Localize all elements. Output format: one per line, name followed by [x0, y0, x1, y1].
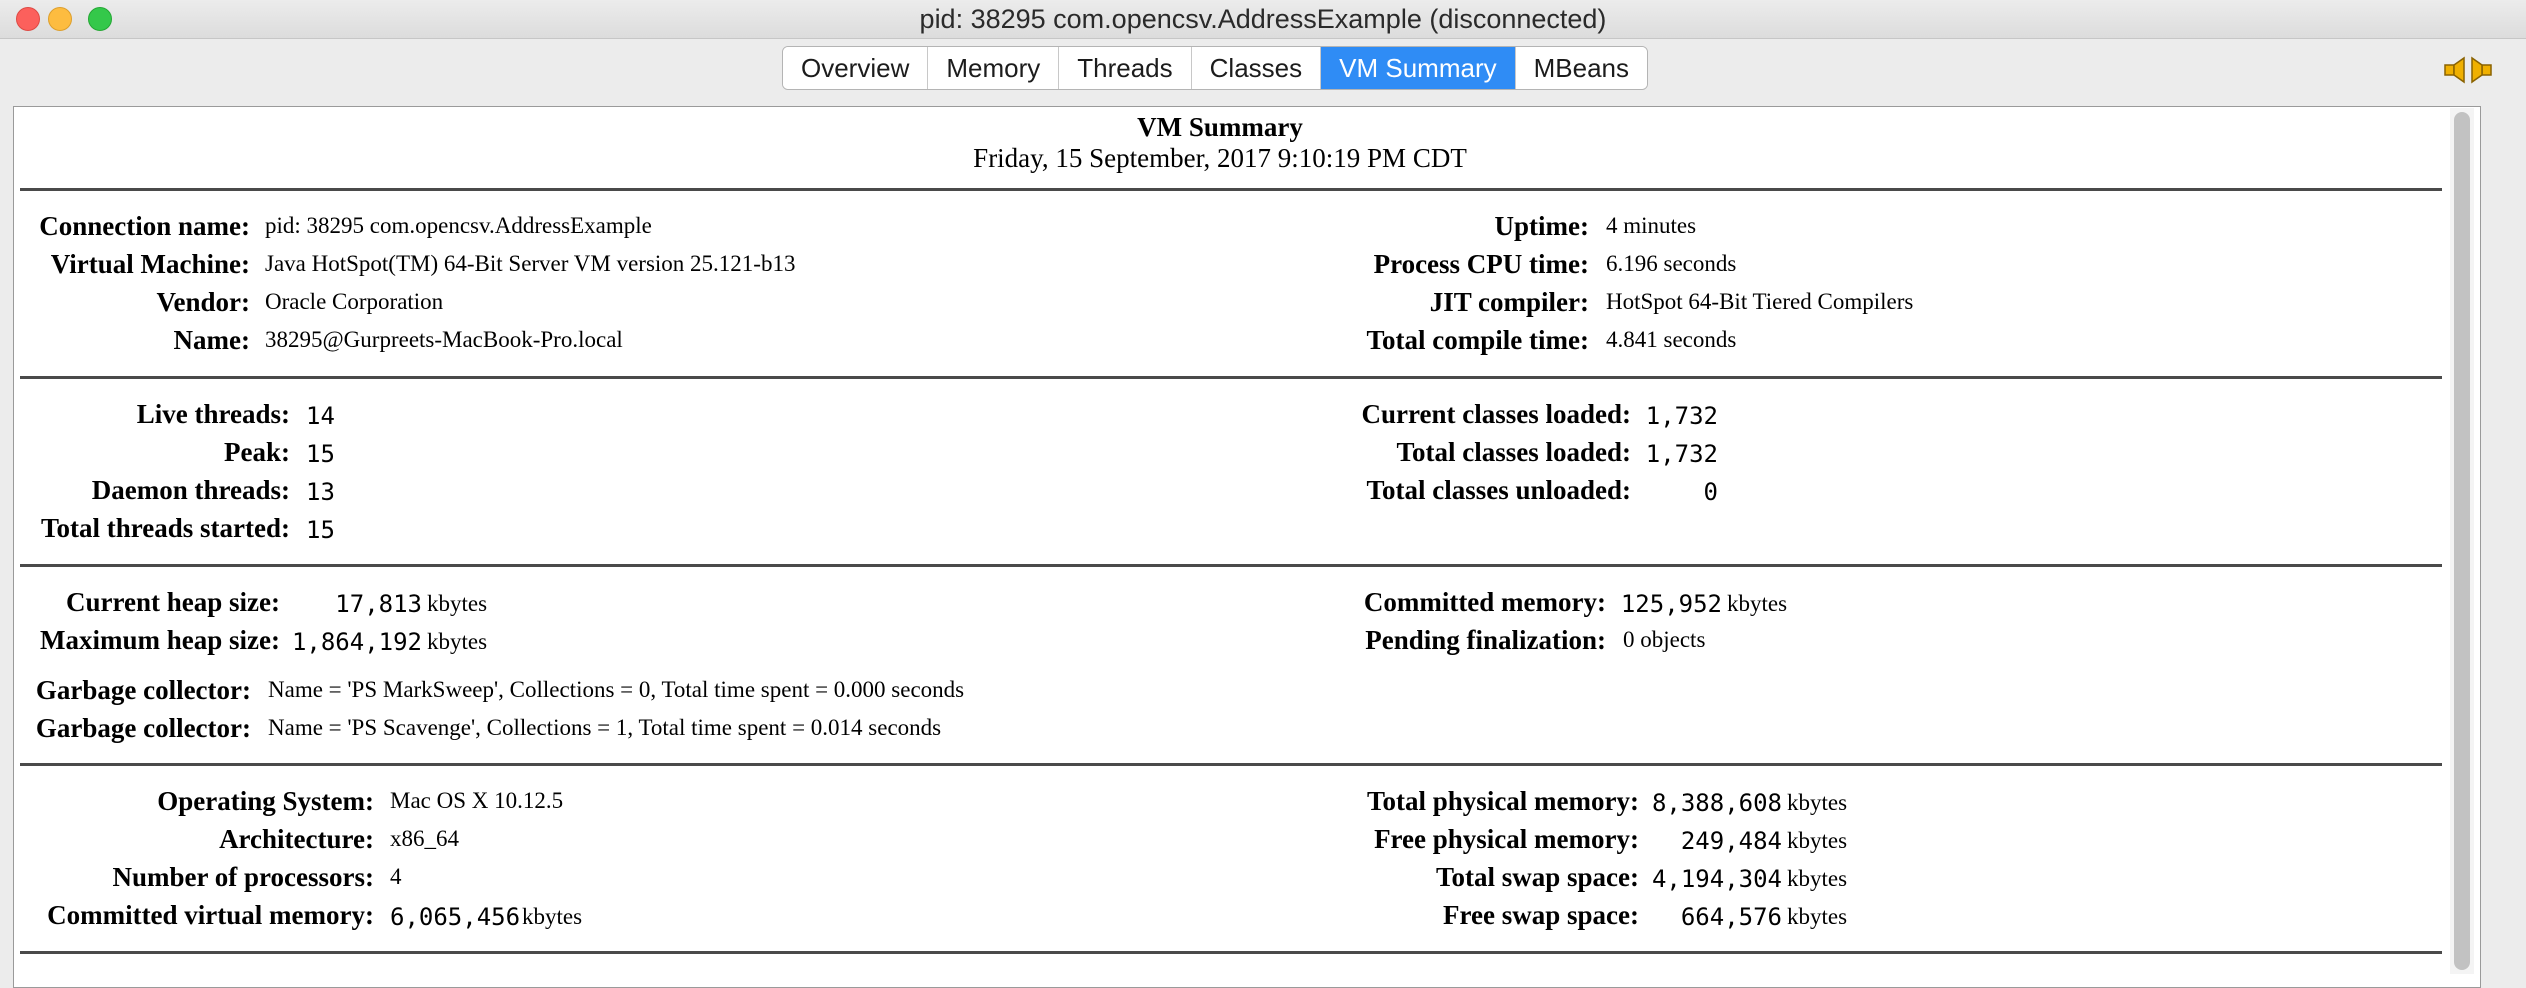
committed-memory-value: 125,952: [1620, 590, 1722, 618]
garbage-collector-label: Garbage collector:: [35, 675, 251, 705]
section-divider: [20, 376, 2442, 379]
current-classes-loaded-value: 1,732: [1645, 402, 1718, 430]
window-title: pid: 38295 com.opencsv.AddressExample (d…: [919, 4, 1607, 34]
vendor-label: Vendor:: [156, 287, 250, 317]
daemon-threads-value: 13: [306, 478, 335, 506]
current-classes-loaded-label: Current classes loaded:: [1361, 399, 1632, 429]
current-heap-size-value: 17,813: [335, 590, 422, 618]
section-divider: [20, 188, 2442, 191]
total-classes-loaded-value: 1,732: [1645, 440, 1718, 468]
free-physical-memory-unit: kbytes: [1787, 828, 1848, 853]
maximize-window-button[interactable]: [88, 7, 112, 31]
committed-memory-unit: kbytes: [1727, 591, 1788, 616]
summary-title: VM Summary: [1137, 112, 1303, 142]
total-physical-memory-label: Total physical memory:: [1367, 786, 1639, 816]
tab-memory[interactable]: Memory: [928, 47, 1060, 89]
tab-vm-summary[interactable]: VM Summary: [1321, 47, 1516, 89]
tab-mbeans[interactable]: MBeans: [1515, 47, 1647, 89]
uptime-label: Uptime:: [1494, 211, 1589, 241]
free-swap-space-value: 664,576: [1680, 903, 1782, 931]
detach-connection-icon[interactable]: [2444, 56, 2492, 84]
committed-virtual-memory-unit: kbytes: [522, 904, 583, 929]
vendor-value: Oracle Corporation: [265, 289, 444, 314]
section-divider: [20, 763, 2442, 766]
free-swap-space-label: Free swap space:: [1443, 900, 1639, 930]
garbage-collector-label: Garbage collector:: [35, 713, 251, 743]
free-physical-memory-value: 249,484: [1680, 827, 1782, 855]
committed-virtual-memory-label: Committed virtual memory:: [47, 900, 374, 930]
total-swap-space-label: Total swap space:: [1435, 862, 1639, 892]
committed-virtual-memory-value: 6,065,456: [390, 903, 521, 931]
architecture-label: Architecture:: [219, 824, 374, 854]
maximum-heap-size-value: 1,864,192: [291, 628, 422, 656]
total-classes-unloaded-value: 0: [1703, 478, 1718, 506]
architecture-value: x86_64: [390, 826, 459, 851]
number-of-processors-label: Number of processors:: [112, 862, 374, 892]
connection-name-value: pid: 38295 com.opencsv.AddressExample: [265, 213, 652, 238]
peak-threads-label: Peak:: [224, 437, 290, 467]
name-value: 38295@Gurpreets-MacBook-Pro.local: [265, 327, 623, 352]
total-compile-time-label: Total compile time:: [1366, 325, 1589, 355]
connection-name-label: Connection name:: [39, 211, 250, 241]
garbage-collector-ps-scavenge: Name = 'PS Scavenge', Collections = 1, T…: [268, 715, 942, 740]
peak-threads-value: 15: [306, 440, 335, 468]
total-compile-time-value: 4.841 seconds: [1606, 327, 1737, 352]
vm-summary-panel: [13, 106, 2481, 988]
total-physical-memory-unit: kbytes: [1787, 790, 1848, 815]
total-swap-space-unit: kbytes: [1787, 866, 1848, 891]
total-classes-unloaded-label: Total classes unloaded:: [1366, 475, 1631, 505]
pending-finalization-label: Pending finalization:: [1365, 625, 1606, 655]
tab-classes[interactable]: Classes: [1191, 47, 1322, 89]
garbage-collector-ps-marksweep: Name = 'PS MarkSweep', Collections = 0, …: [268, 677, 965, 702]
number-of-processors-value: 4: [390, 864, 402, 889]
current-heap-size-label: Current heap size:: [66, 587, 280, 617]
live-threads-value: 14: [306, 402, 335, 430]
uptime-value: 4 minutes: [1606, 213, 1697, 238]
jit-compiler-label: JIT compiler:: [1429, 287, 1589, 317]
tab-bar: Overview Memory Threads Classes VM Summa…: [782, 46, 1648, 90]
vertical-scrollbar[interactable]: [2450, 108, 2474, 974]
maximum-heap-size-unit: kbytes: [427, 629, 488, 654]
total-classes-loaded-label: Total classes loaded:: [1396, 437, 1631, 467]
virtual-machine-label: Virtual Machine:: [50, 249, 250, 279]
live-threads-label: Live threads:: [136, 399, 290, 429]
free-physical-memory-label: Free physical memory:: [1374, 824, 1639, 854]
operating-system-value: Mac OS X 10.12.5: [390, 788, 564, 813]
total-physical-memory-value: 8,388,608: [1651, 789, 1782, 817]
window-title-bar: pid: 38295 com.opencsv.AddressExample (d…: [0, 0, 2526, 39]
total-swap-space-value: 4,194,304: [1651, 865, 1782, 893]
name-label: Name:: [173, 325, 250, 355]
free-swap-space-unit: kbytes: [1787, 904, 1848, 929]
scrollbar-thumb[interactable]: [2454, 112, 2470, 970]
current-heap-size-unit: kbytes: [427, 591, 488, 616]
operating-system-label: Operating System:: [157, 786, 374, 816]
process-cpu-time-label: Process CPU time:: [1373, 249, 1589, 279]
pending-finalization-value: 0 objects: [1623, 627, 1706, 652]
virtual-machine-value: Java HotSpot(TM) 64-Bit Server VM versio…: [265, 251, 796, 276]
minimize-window-button[interactable]: [48, 7, 72, 31]
jit-compiler-value: HotSpot 64-Bit Tiered Compilers: [1606, 289, 1914, 314]
committed-memory-label: Committed memory:: [1363, 587, 1606, 617]
section-divider: [20, 564, 2442, 567]
summary-date: Friday, 15 September, 2017 9:10:19 PM CD…: [973, 143, 1467, 173]
process-cpu-time-value: 6.196 seconds: [1606, 251, 1737, 276]
daemon-threads-label: Daemon threads:: [91, 475, 290, 505]
section-divider: [20, 951, 2442, 954]
total-threads-started-label: Total threads started:: [41, 513, 290, 543]
close-window-button[interactable]: [16, 7, 40, 31]
total-threads-started-value: 15: [306, 516, 335, 544]
tab-overview[interactable]: Overview: [783, 47, 929, 89]
tab-threads[interactable]: Threads: [1059, 47, 1192, 89]
maximum-heap-size-label: Maximum heap size:: [40, 625, 280, 655]
